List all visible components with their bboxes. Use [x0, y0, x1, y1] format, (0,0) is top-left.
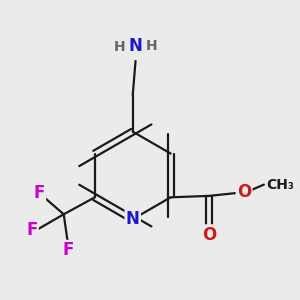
Text: H: H: [145, 39, 157, 53]
Text: F: F: [34, 184, 45, 202]
Text: F: F: [62, 241, 74, 259]
Text: O: O: [202, 226, 216, 244]
Text: H: H: [114, 40, 126, 54]
Text: N: N: [126, 210, 140, 228]
Text: O: O: [237, 183, 251, 201]
Text: CH₃: CH₃: [267, 178, 295, 192]
Text: N: N: [129, 37, 142, 55]
Text: F: F: [26, 221, 38, 239]
